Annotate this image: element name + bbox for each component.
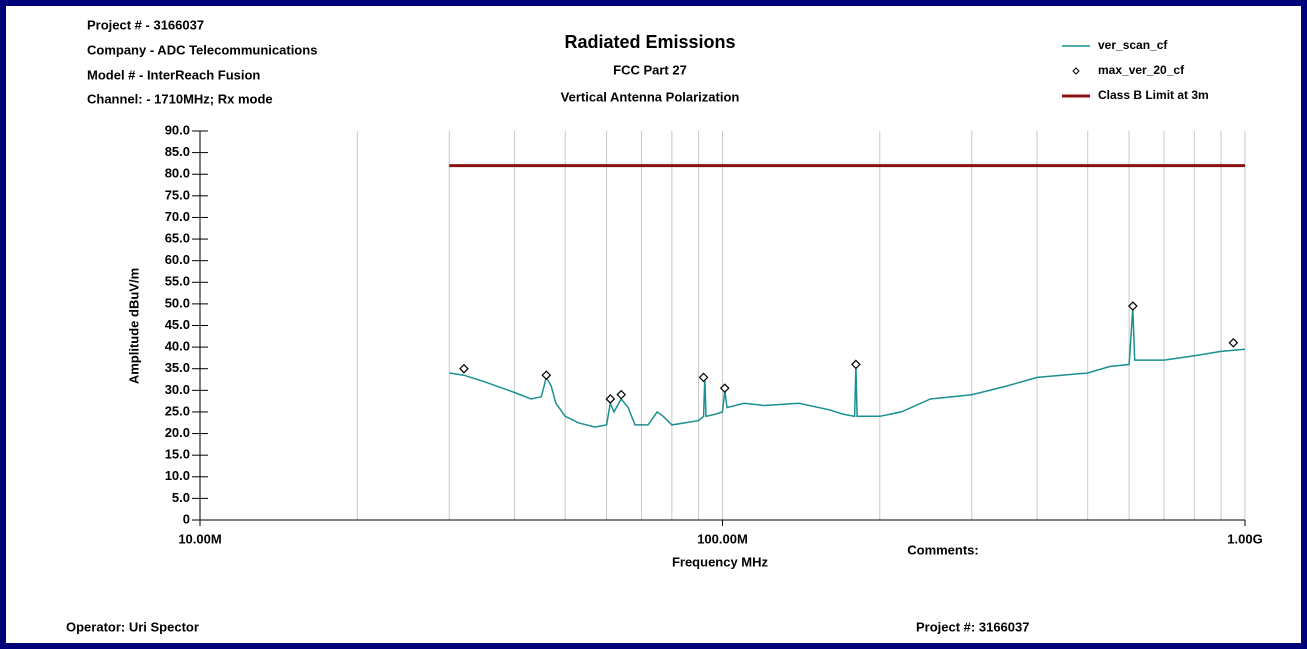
marker [851, 359, 861, 370]
subtitle: FCC Part 27 [613, 62, 687, 77]
x-tick-label: 1.00G [1227, 531, 1262, 546]
y-tick-label: 70.0 [165, 209, 190, 224]
legend-label: ver_scan_cf [1098, 38, 1168, 52]
header-line: Project # - 3166037 [87, 17, 204, 32]
marker [616, 389, 627, 400]
y-tick-label: 10.0 [165, 468, 190, 483]
y-tick-label: 35.0 [165, 360, 190, 375]
y-tick-label: 15.0 [165, 447, 190, 462]
x-tick-label: 10.00M [178, 531, 221, 546]
legend-label: Class B Limit at 3m [1098, 88, 1209, 102]
header-line: Company - ADC Telecommunications [87, 42, 317, 57]
y-tick-label: 65.0 [165, 230, 190, 245]
y-tick-label: 80.0 [165, 166, 190, 181]
marker [719, 383, 730, 394]
marker [459, 363, 469, 374]
y-tick-label: 90.0 [165, 122, 190, 137]
y-tick-label: 60.0 [165, 252, 190, 267]
marker [1127, 301, 1138, 311]
comments-label: Comments: [907, 542, 979, 557]
y-tick-label: 55.0 [165, 274, 190, 289]
legend-label: max_ver_20_cf [1098, 63, 1185, 77]
y-tick-label: 20.0 [165, 425, 190, 440]
y-tick-label: 85.0 [165, 144, 190, 159]
marker [1228, 337, 1239, 348]
y-tick-label: 50.0 [165, 295, 190, 310]
header-line: Model # - InterReach Fusion [87, 67, 260, 82]
y-axis-label: Amplitude dBuV/m [126, 268, 141, 384]
y-tick-label: 75.0 [165, 187, 190, 202]
y-tick-label: 30.0 [165, 382, 190, 397]
header-line: Channel: - 1710MHz; Rx mode [87, 91, 273, 106]
chart-title: Radiated Emissions [564, 32, 735, 52]
y-tick-label: 40.0 [165, 339, 190, 354]
subtitle: Vertical Antenna Polarization [561, 89, 740, 104]
y-tick-label: 0 [183, 511, 190, 526]
footer-operator: Operator: Uri Spector [66, 619, 199, 634]
legend-swatch [1072, 67, 1080, 75]
marker [541, 370, 552, 381]
marker [605, 394, 616, 404]
series-line [449, 308, 1246, 428]
marker [698, 372, 709, 383]
y-tick-label: 45.0 [165, 317, 190, 332]
y-tick-label: 25.0 [165, 403, 190, 418]
footer-project: Project #: 3166037 [916, 619, 1029, 634]
y-tick-label: 5.0 [172, 490, 190, 505]
x-axis-label: Frequency MHz [672, 554, 769, 569]
x-tick-label: 100.00M [697, 531, 748, 546]
